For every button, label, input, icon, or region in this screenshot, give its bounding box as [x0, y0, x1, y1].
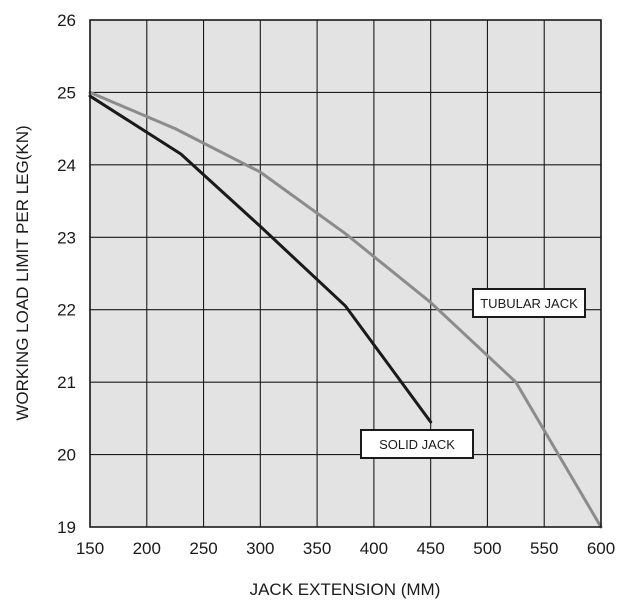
x-tick-label: 350	[303, 539, 331, 558]
tubular-jack-label-box	[472, 288, 586, 318]
y-tick-label: 24	[57, 156, 76, 175]
x-tick-label: 300	[246, 539, 274, 558]
x-axis-ticks: 150 200 250 300 350 400 450 500 550 600	[76, 539, 615, 558]
x-tick-label: 500	[473, 539, 501, 558]
x-axis-title: JACK EXTENSION (MM)	[250, 580, 441, 599]
plot-frame	[89, 19, 602, 528]
y-tick-label: 26	[57, 11, 76, 30]
y-tick-label: 25	[57, 83, 76, 102]
y-tick-label: 21	[57, 373, 76, 392]
x-tick-label: 550	[530, 539, 558, 558]
tubular-jack-label: TUBULAR JACK	[472, 288, 586, 318]
y-axis-title: WORKING LOAD LIMIT PER LEG(KN)	[13, 125, 32, 420]
solid-jack-label-text: SOLID JACK	[379, 437, 455, 452]
y-axis-ticks: 19 20 21 22 23 24 25 26	[57, 11, 76, 537]
series-line-solid-jack	[88, 94, 433, 424]
x-tick-label: 200	[133, 539, 161, 558]
tubular-jack-label-text: TUBULAR JACK	[480, 296, 578, 311]
series-line-tubular-jack	[88, 90, 603, 529]
solid-jack-label: SOLID JACK	[360, 429, 474, 459]
y-tick-label: 20	[57, 446, 76, 465]
x-tick-label: 250	[189, 539, 217, 558]
solid-jack-label-box	[360, 429, 474, 459]
x-tick-label: 400	[360, 539, 388, 558]
plot-area	[90, 20, 601, 527]
x-tick-label: 600	[587, 539, 615, 558]
y-tick-label: 19	[57, 518, 76, 537]
y-tick-label: 22	[57, 301, 76, 320]
series-layer	[88, 90, 603, 529]
x-tick-label: 150	[76, 539, 104, 558]
y-tick-label: 23	[57, 228, 76, 247]
x-tick-label: 450	[416, 539, 444, 558]
